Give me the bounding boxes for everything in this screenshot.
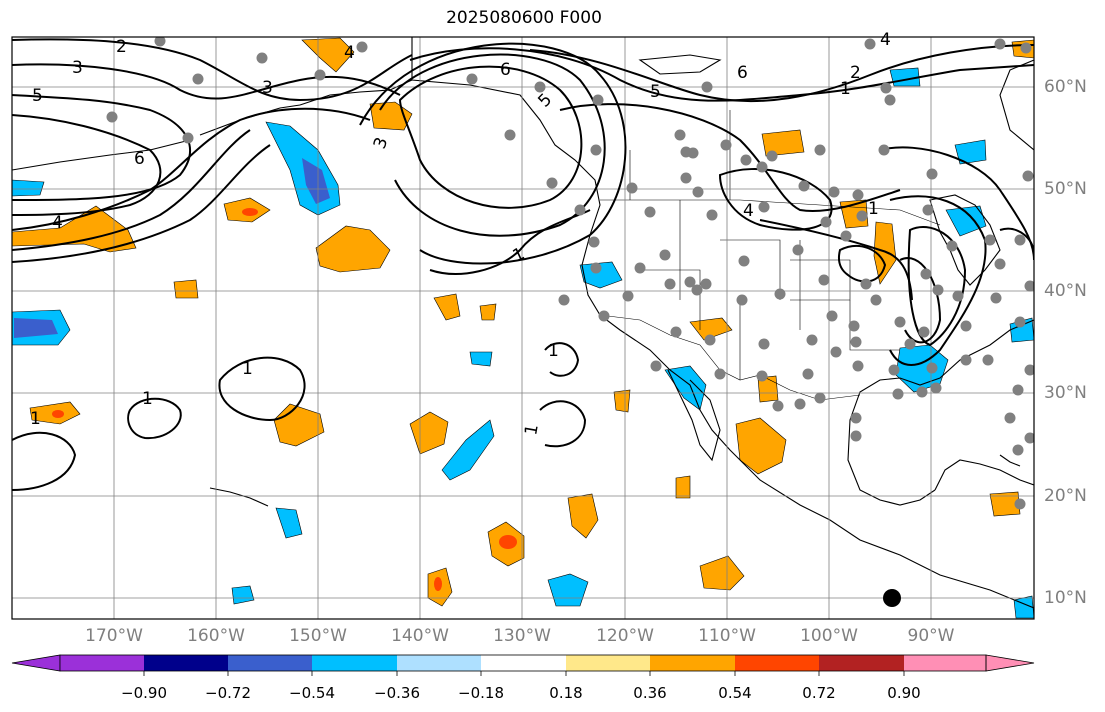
positive-anomaly-area xyxy=(699,555,745,591)
contour-label: 2 xyxy=(850,63,861,83)
contour-label-group: 2 3 5 6 4 3 4 6 3 5 5 6 1 4 2 1 4 1 1 1 … xyxy=(30,30,891,437)
latitude-label: 10°N xyxy=(1044,588,1087,608)
longitude-label: 90°W xyxy=(907,626,955,646)
longitude-label: 170°W xyxy=(85,626,143,646)
contour-label: 1 xyxy=(548,341,559,361)
positive-anomaly-area xyxy=(989,491,1021,517)
contour-label: 6 xyxy=(500,60,511,80)
contour-label: 1 xyxy=(840,79,851,99)
positive-anomaly-area xyxy=(409,411,449,455)
colorbar-tick-label: −0.72 xyxy=(205,684,251,702)
shaded-anomaly-layer xyxy=(12,37,1034,619)
positive-anomaly-area xyxy=(675,475,691,499)
latitude-label: 20°N xyxy=(1044,486,1087,506)
positive-anomaly-core xyxy=(499,535,517,549)
contour-label: 1 xyxy=(30,409,41,429)
negative-anomaly-area xyxy=(275,507,303,539)
contour-label: 5 xyxy=(650,82,661,102)
colorbar-min-extend xyxy=(11,654,61,672)
contour-label: 3 xyxy=(72,58,83,78)
positive-anomaly-area xyxy=(757,375,779,403)
longitude-label: 120°W xyxy=(596,626,654,646)
positive-anomaly-area xyxy=(689,317,733,341)
positive-anomaly-area xyxy=(567,493,599,539)
colorbar-tick-label: −0.18 xyxy=(458,684,504,702)
contour-label: 4 xyxy=(344,43,355,63)
colorbar-tick-label: −0.54 xyxy=(289,684,335,702)
colorbar-tick-label: 0.18 xyxy=(549,684,583,702)
negative-anomaly-area xyxy=(12,179,45,197)
longitude-label: 150°W xyxy=(289,626,347,646)
colorbar-tick-label: −0.36 xyxy=(374,684,420,702)
negative-anomaly-area xyxy=(469,351,493,367)
contour-label: 2 xyxy=(116,37,127,57)
positive-anomaly-core xyxy=(434,577,442,591)
positive-anomaly-area xyxy=(315,225,391,273)
border-layer xyxy=(411,37,941,401)
longitude-label: 110°W xyxy=(698,626,756,646)
contour-label: 4 xyxy=(743,201,754,221)
latitude-label: 50°N xyxy=(1044,179,1087,199)
negative-anomaly-core xyxy=(302,158,330,204)
colorbar-tick-label: 0.36 xyxy=(633,684,667,702)
positive-anomaly-area xyxy=(479,303,497,321)
negative-anomaly-area xyxy=(441,419,495,481)
contour-label: 1 xyxy=(521,423,543,437)
latitude-label: 40°N xyxy=(1044,281,1087,301)
contour-label: 1 xyxy=(242,359,253,379)
map-title: 2025080600 F000 xyxy=(446,8,602,28)
latitude-label: 30°N xyxy=(1044,383,1087,403)
latitude-label: 60°N xyxy=(1044,77,1087,97)
longitude-label: 140°W xyxy=(391,626,449,646)
map-frame xyxy=(11,36,1035,620)
longitude-label: 130°W xyxy=(493,626,551,646)
contour-label: 4 xyxy=(880,30,891,50)
positive-anomaly-core xyxy=(242,208,258,216)
contour-label: 5 xyxy=(32,86,43,106)
positive-anomaly-area xyxy=(173,279,199,299)
location-marker xyxy=(883,589,901,607)
colorbar-tick-label: 0.54 xyxy=(718,684,752,702)
negative-anomaly-area xyxy=(579,261,623,289)
station-dots xyxy=(106,37,1034,510)
contour-label: 4 xyxy=(52,213,63,233)
longitude-label: 160°W xyxy=(187,626,245,646)
positive-anomaly-area xyxy=(301,37,355,73)
negative-anomaly-core xyxy=(14,318,58,338)
negative-anomaly-area xyxy=(945,205,987,237)
contour-label: 6 xyxy=(134,149,145,169)
colorbar-tick-label: −0.90 xyxy=(121,684,167,702)
colorbar xyxy=(11,654,1035,676)
colorbar-max-extend xyxy=(985,654,1035,672)
contour-label: 1 xyxy=(868,199,879,219)
positive-anomaly-area xyxy=(12,205,137,253)
negative-anomaly-area xyxy=(954,139,987,165)
longitude-label: 100°W xyxy=(800,626,858,646)
positive-anomaly-area xyxy=(433,293,461,321)
contour-label: 1 xyxy=(142,389,153,409)
positive-anomaly-area xyxy=(761,129,805,157)
positive-anomaly-core xyxy=(52,410,64,418)
contour-label: 6 xyxy=(737,63,748,83)
negative-anomaly-area xyxy=(231,585,255,605)
contour-label: 3 xyxy=(262,78,273,98)
colorbar-tick-label: 0.72 xyxy=(802,684,836,702)
colorbar-tick-label: 0.90 xyxy=(887,684,921,702)
